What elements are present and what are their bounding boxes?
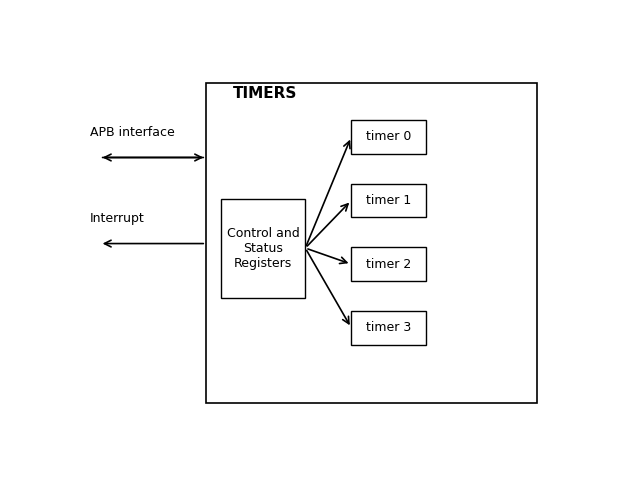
Text: timer 2: timer 2 [366, 258, 411, 271]
Bar [206, 83, 537, 402]
Text: APB interface: APB interface [90, 126, 175, 139]
Bar [351, 247, 426, 281]
Text: timer 1: timer 1 [366, 194, 411, 207]
Bar [351, 184, 426, 217]
Text: Control and
Status
Registers: Control and Status Registers [227, 227, 300, 270]
Bar [351, 311, 426, 345]
Text: Interrupt: Interrupt [90, 212, 145, 225]
Bar [221, 199, 305, 298]
Text: timer 3: timer 3 [366, 321, 411, 334]
Text: timer 0: timer 0 [366, 130, 411, 143]
Text: TIMERS: TIMERS [233, 87, 297, 102]
Bar [351, 120, 426, 154]
